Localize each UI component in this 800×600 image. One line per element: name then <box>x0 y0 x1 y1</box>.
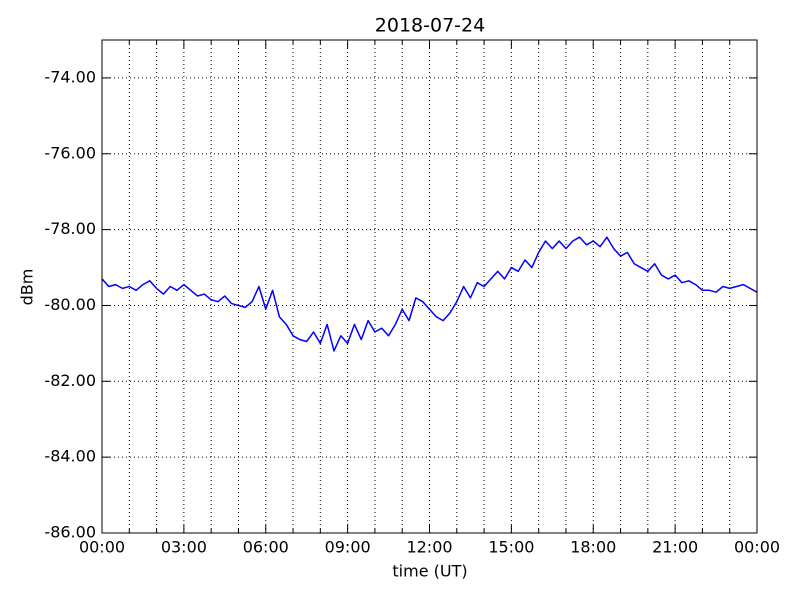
x-tick-label: 00:00 <box>79 538 125 557</box>
plot-frame <box>101 39 758 534</box>
y-tick-label: -76.00 <box>44 143 96 162</box>
x-tick-label: 00:00 <box>734 538 780 557</box>
y-tick-label: -74.00 <box>44 67 96 86</box>
y-tick-label: -80.00 <box>44 295 96 314</box>
x-tick-label: 12:00 <box>406 538 452 557</box>
x-tick-label: 09:00 <box>325 538 371 557</box>
x-tick-label: 15:00 <box>488 538 534 557</box>
x-tick-label: 21:00 <box>652 538 698 557</box>
data-line <box>101 236 758 352</box>
y-tick-label: -84.00 <box>44 447 96 466</box>
y-tick-label: -82.00 <box>44 371 96 390</box>
y-tick-label: -86.00 <box>44 523 96 542</box>
x-tick-label: 06:00 <box>243 538 289 557</box>
y-axis-label: dBm <box>18 269 37 306</box>
x-tick-label: 03:00 <box>161 538 207 557</box>
y-tick-label: -78.00 <box>44 219 96 238</box>
x-axis-label: time (UT) <box>392 562 467 581</box>
x-tick-label: 18:00 <box>570 538 616 557</box>
chart-title: 2018-07-24 <box>375 15 485 37</box>
